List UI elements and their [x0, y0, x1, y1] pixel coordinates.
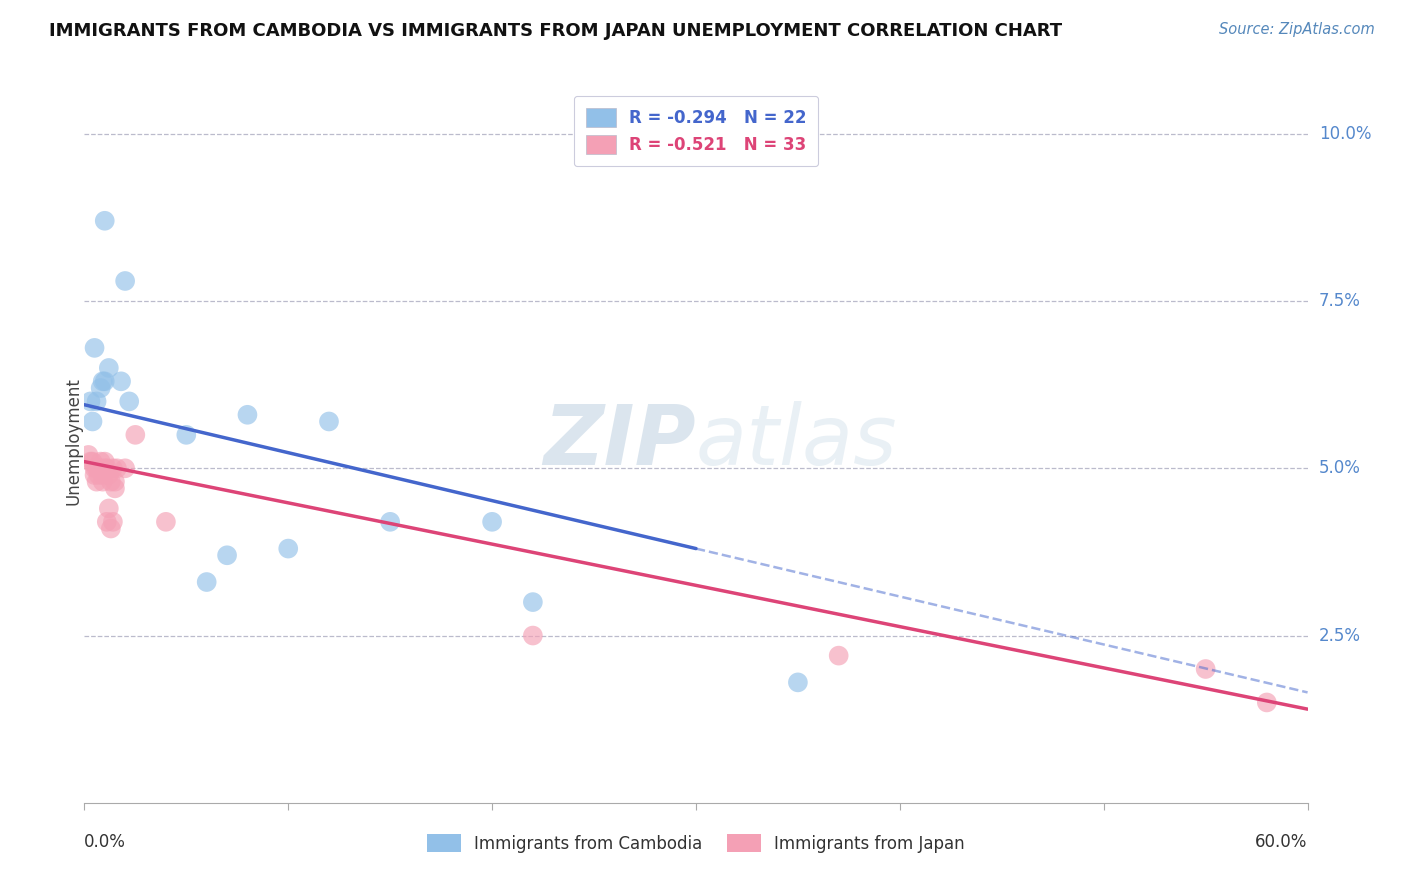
Point [1256, 696, 1278, 710]
Point [195, 574, 218, 589]
Point [86, 461, 108, 475]
Point [481, 515, 503, 529]
Point [82, 414, 104, 428]
Point [87, 461, 110, 475]
Point [91, 467, 114, 482]
Point [100, 475, 122, 489]
Point [104, 481, 127, 495]
Point [114, 274, 136, 288]
Point [90, 381, 112, 395]
Point [90, 461, 112, 475]
Point [1195, 662, 1218, 676]
Point [105, 461, 128, 475]
Point [318, 414, 340, 428]
Text: 5.0%: 5.0% [1319, 459, 1361, 477]
Point [277, 541, 299, 556]
Point [114, 461, 136, 475]
Text: 7.5%: 7.5% [1319, 292, 1361, 310]
Point [100, 521, 122, 535]
Point [217, 548, 239, 563]
Point [124, 427, 146, 442]
Point [77, 448, 100, 462]
Text: 10.0%: 10.0% [1319, 125, 1371, 143]
Point [86, 475, 108, 489]
Point [110, 374, 132, 388]
Point [96, 461, 118, 475]
Point [93, 374, 115, 388]
Text: 0.0%: 0.0% [84, 833, 127, 851]
Point [97, 467, 120, 482]
Point [83, 467, 105, 482]
Point [97, 360, 120, 375]
Point [82, 455, 104, 469]
Text: ZIP: ZIP [543, 401, 696, 482]
Point [83, 461, 105, 475]
Point [90, 455, 112, 469]
Point [93, 213, 115, 227]
Point [96, 515, 118, 529]
Text: IMMIGRANTS FROM CAMBODIA VS IMMIGRANTS FROM JAPAN UNEMPLOYMENT CORRELATION CHART: IMMIGRANTS FROM CAMBODIA VS IMMIGRANTS F… [49, 22, 1063, 40]
Point [79, 394, 101, 409]
Point [522, 628, 544, 642]
Point [118, 394, 141, 409]
Legend: Immigrants from Cambodia, Immigrants from Japan: Immigrants from Cambodia, Immigrants fro… [420, 828, 972, 860]
Point [93, 455, 115, 469]
Point [91, 374, 114, 388]
Point [380, 515, 402, 529]
Point [93, 461, 115, 475]
Text: 60.0%: 60.0% [1256, 833, 1308, 851]
Point [522, 595, 544, 609]
Point [79, 455, 101, 469]
Text: atlas: atlas [696, 401, 897, 482]
Text: 2.5%: 2.5% [1319, 626, 1361, 645]
Point [101, 461, 124, 475]
Point [83, 341, 105, 355]
Point [828, 648, 851, 663]
Point [174, 427, 197, 442]
Point [87, 467, 110, 482]
Point [86, 394, 108, 409]
Point [91, 475, 114, 489]
Text: Source: ZipAtlas.com: Source: ZipAtlas.com [1219, 22, 1375, 37]
Point [155, 515, 177, 529]
Point [787, 675, 810, 690]
Y-axis label: Unemployment: Unemployment [65, 377, 82, 506]
Point [236, 408, 259, 422]
Point [101, 515, 124, 529]
Point [104, 475, 127, 489]
Point [97, 501, 120, 516]
